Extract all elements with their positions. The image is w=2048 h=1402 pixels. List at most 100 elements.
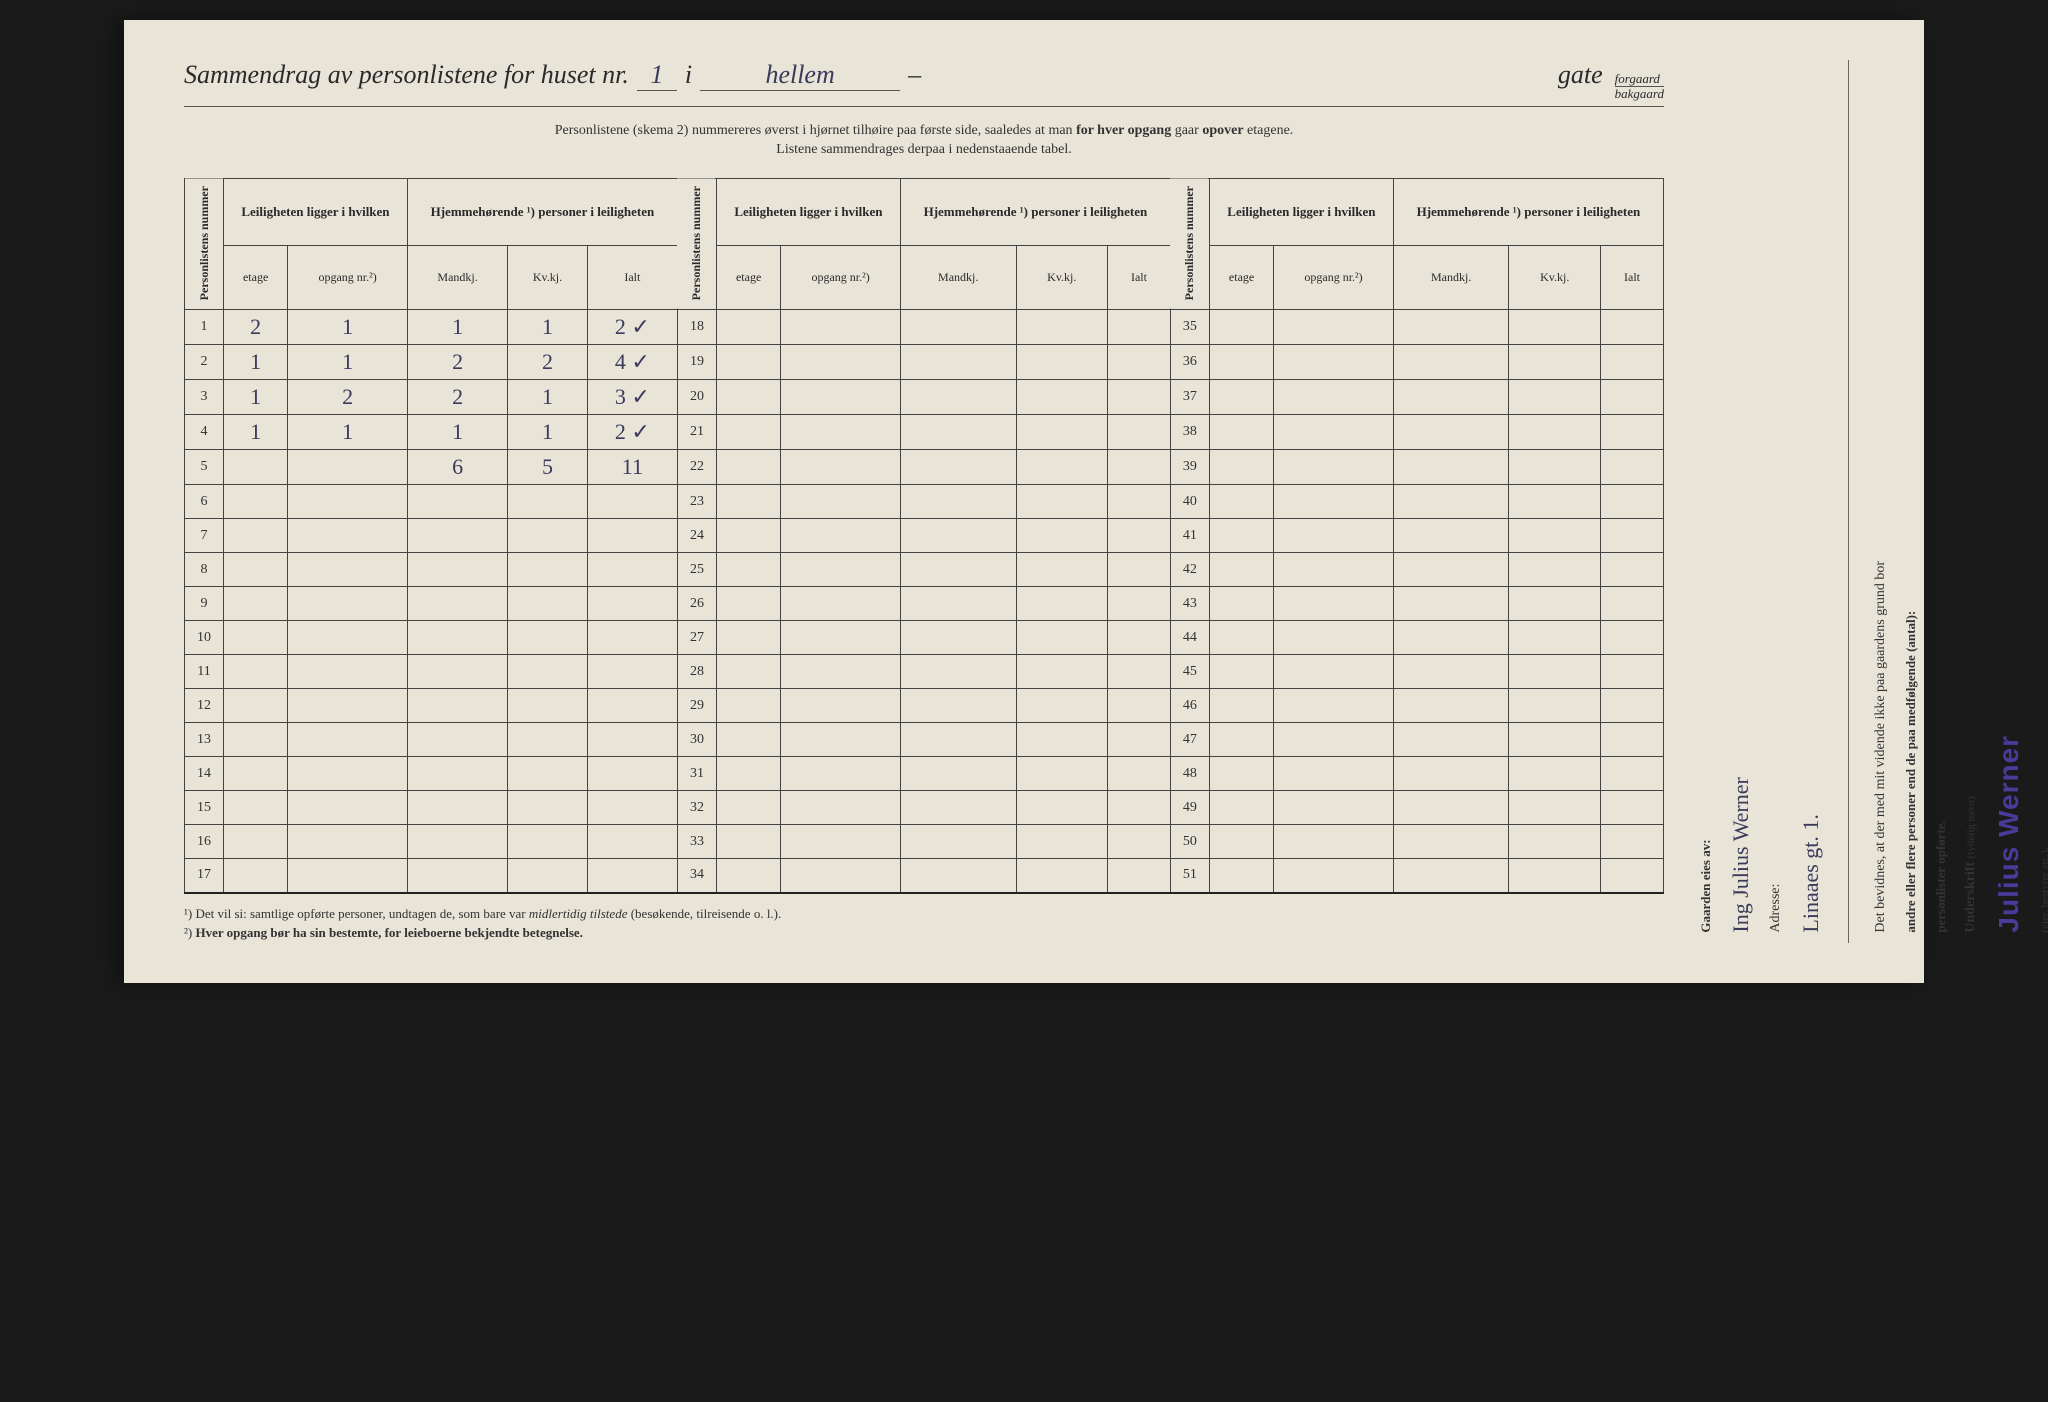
table-cell: 4 [185,415,224,450]
table-cell [407,689,507,723]
table-cell [716,519,780,553]
table-cell: 37 [1170,380,1209,415]
table-cell: 20 [677,380,716,415]
main-content: Sammendrag av personlistene for huset nr… [184,60,1664,943]
table-cell [900,757,1016,791]
table-cell: 41 [1170,519,1209,553]
table-cell [1108,310,1171,345]
table-cell [587,553,677,587]
table-cell: 2 [407,380,507,415]
underskrift-label: Underskrift [1963,862,1978,933]
table-cell: 6 [407,450,507,485]
table-cell [407,587,507,621]
table-cell [716,553,780,587]
table-cell: 23 [677,485,716,519]
table-cell: 4 ✓ [587,345,677,380]
table-cell [1509,415,1601,450]
table-cell [1601,450,1664,485]
table-cell [1274,519,1394,553]
table-cell [1393,655,1509,689]
table-cell [587,689,677,723]
table-cell [407,757,507,791]
table-cell [587,723,677,757]
sub-kvkj-c: Kv.kj. [1509,245,1601,309]
table-cell [900,621,1016,655]
table-cell [1209,485,1273,519]
table-cell: 42 [1170,553,1209,587]
table-cell [1601,791,1664,825]
table-cell [781,689,901,723]
table-cell [1393,380,1509,415]
table-cell [1108,791,1171,825]
table-cell [1601,621,1664,655]
table-row: 163350 [185,825,1664,859]
table-cell [1108,655,1171,689]
table-cell [781,791,901,825]
table-cell [1393,689,1509,723]
table-cell [1016,757,1108,791]
table-cell: 19 [677,345,716,380]
census-table: Personlistens nummer Leiligheten ligger … [184,178,1664,894]
table-cell [1016,621,1108,655]
table-cell [1209,621,1273,655]
table-cell [224,655,288,689]
table-cell [1509,655,1601,689]
table-cell [900,689,1016,723]
table-cell [1016,825,1108,859]
table-cell [508,723,587,757]
table-cell: 1 [288,345,408,380]
table-cell [1601,859,1664,893]
table-cell [508,485,587,519]
table-cell: 2 [407,345,507,380]
table-cell [716,310,780,345]
sub-etage-b: etage [716,245,780,309]
role-note: (eier, bestyrer etc.). [2039,847,2048,932]
table-cell [1016,553,1108,587]
table-cell [1274,553,1394,587]
table-cell [1108,553,1171,587]
title-prefix: Sammendrag av personlistene for huset nr… [184,60,629,90]
table-row: 143148 [185,757,1664,791]
table-row: 122946 [185,689,1664,723]
table-cell [716,345,780,380]
sub-kvkj-b: Kv.kj. [1016,245,1108,309]
table-cell: 15 [185,791,224,825]
table-cell [407,859,507,893]
table-cell [288,859,408,893]
table-cell: 1 [407,415,507,450]
table-cell: 35 [1170,310,1209,345]
table-cell [716,689,780,723]
table-cell [1274,415,1394,450]
table-cell [1509,689,1601,723]
table-cell [288,621,408,655]
table-cell [1108,345,1171,380]
table-cell: 39 [1170,450,1209,485]
table-cell [288,587,408,621]
table-cell [1016,655,1108,689]
table-row: 173451 [185,859,1664,893]
col-personlistens-c: Personlistens nummer [1170,178,1209,309]
instructions: Personlistene (skema 2) nummereres øvers… [184,121,1664,160]
table-cell [587,485,677,519]
table-cell: 16 [185,825,224,859]
table-cell [1016,380,1108,415]
table-cell [1509,757,1601,791]
table-cell [781,825,901,859]
table-cell [781,621,901,655]
table-cell [1601,689,1664,723]
table-cell [508,587,587,621]
owner-name: Ing Julius Werner [1728,777,1754,932]
table-cell [900,587,1016,621]
table-cell: 43 [1170,587,1209,621]
table-cell: 29 [677,689,716,723]
table-cell [407,553,507,587]
table-cell [407,825,507,859]
dash: – [908,60,921,90]
table-cell [1601,485,1664,519]
table-cell [587,825,677,859]
table-cell [407,655,507,689]
table-cell [716,723,780,757]
table-cell: 1 [407,310,507,345]
table-cell: 51 [1170,859,1209,893]
table-cell: 21 [677,415,716,450]
